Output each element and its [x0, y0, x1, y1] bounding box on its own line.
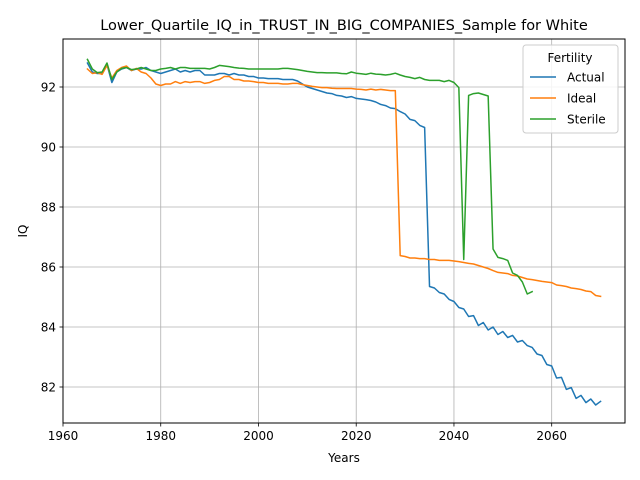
x-tick-label: 2060	[536, 429, 567, 443]
series-lines	[86, 58, 602, 406]
y-tick-label: 82	[41, 381, 56, 395]
legend-box	[522, 44, 619, 134]
y-tick-label: 92	[41, 81, 56, 95]
series-line-actual	[86, 61, 602, 406]
y-tick-label: 88	[41, 201, 56, 215]
chart-title: Lower_Quartile_IQ_in_TRUST_IN_BIG_COMPAN…	[100, 18, 588, 34]
x-tick-label: 2020	[341, 429, 372, 443]
x-tick-label: 1960	[48, 429, 79, 443]
x-tick-label: 2040	[439, 429, 470, 443]
x-axis-ticks: 1960 1980 2000 2020 2040 2060	[48, 423, 567, 443]
x-tick-label: 1980	[145, 429, 176, 443]
y-tick-label: 90	[41, 141, 56, 155]
series-line-ideal	[86, 64, 602, 298]
x-axis-label: Years	[327, 451, 360, 465]
y-axis-label: IQ	[16, 225, 30, 238]
legend-title: Fertility	[547, 51, 592, 65]
plot-frame	[62, 38, 626, 424]
legend: Fertility Actual Ideal Sterile	[522, 44, 619, 134]
legend-label-sterile: Sterile	[567, 113, 606, 127]
legend-label-ideal: Ideal	[567, 92, 596, 106]
grid-lines	[62, 39, 625, 423]
x-tick-label: 2000	[243, 429, 274, 443]
series-line-sterile	[86, 58, 534, 295]
y-tick-label: 84	[41, 321, 56, 335]
legend-label-actual: Actual	[567, 71, 605, 85]
y-axis-ticks: 82 84 86 88 90 92	[41, 81, 63, 395]
y-tick-label: 86	[41, 261, 56, 275]
